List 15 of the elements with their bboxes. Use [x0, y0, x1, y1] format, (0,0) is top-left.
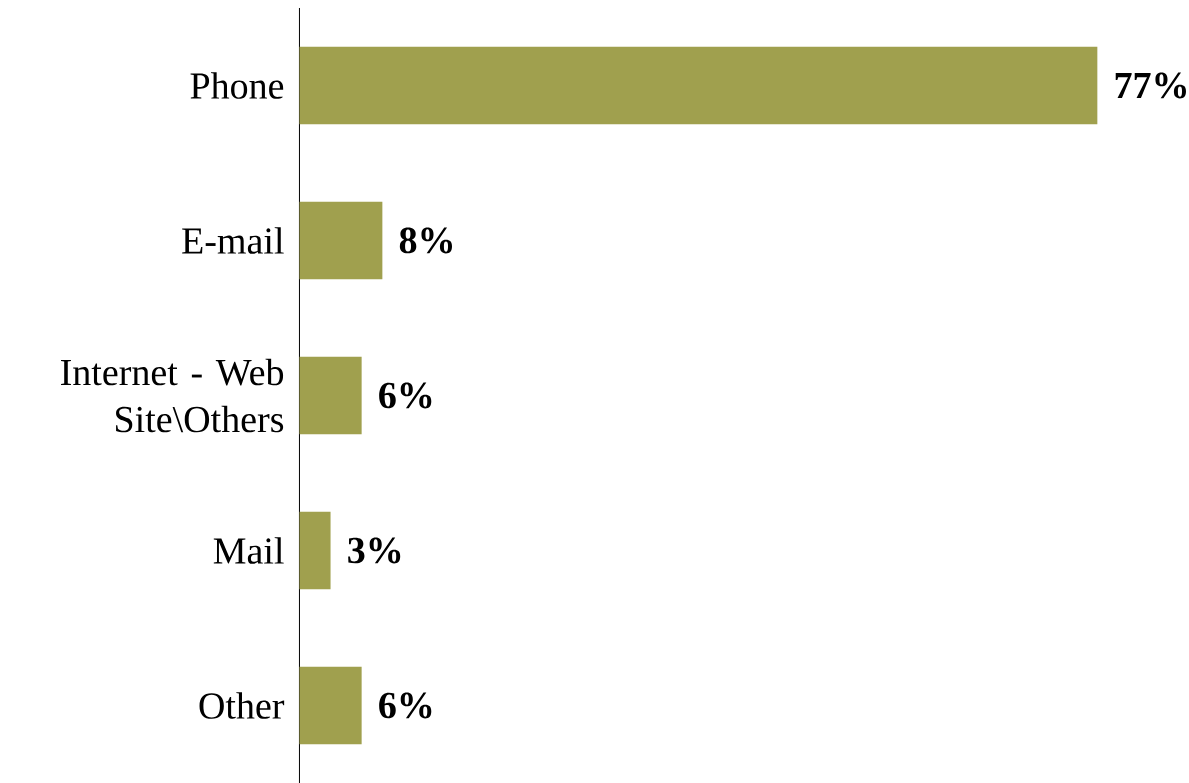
y-tick-label: Internet - Web Site\Others — [61, 358, 284, 433]
data-label: 77% — [1115, 72, 1186, 99]
y-tick-label: Phone — [190, 72, 284, 99]
bar — [299, 356, 362, 435]
data-label: 8% — [399, 227, 452, 254]
bar — [299, 511, 331, 590]
bar — [299, 201, 383, 280]
y-tick-label: Mail — [213, 537, 284, 564]
data-label: 6% — [379, 382, 432, 409]
y-tick-label: E-mail — [182, 227, 284, 254]
y-tick-label: Other — [199, 692, 285, 719]
bar — [299, 46, 1098, 125]
bar — [299, 666, 362, 745]
data-label: 3% — [348, 537, 401, 564]
data-label: 6% — [379, 692, 432, 719]
